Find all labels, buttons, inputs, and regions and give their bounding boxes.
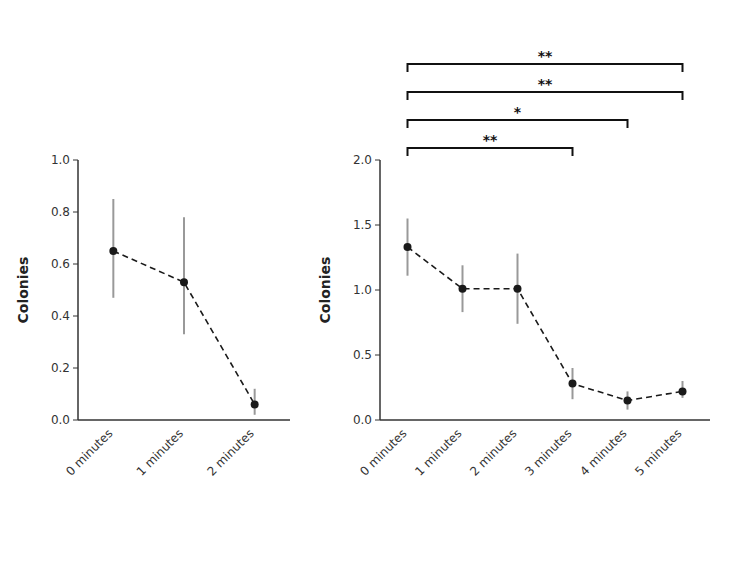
panel: 0.0 0.5 1.0 1.5 2.0 Colonies 0 minutes1 minute… (317, 48, 710, 479)
y-tick-label: 0.8 (51, 205, 70, 219)
x-axis (380, 419, 710, 421)
series-line (408, 247, 683, 400)
y-tick-label: 0.0 (51, 413, 70, 427)
y-tick-label: 0.4 (51, 309, 70, 323)
x-tick-label: 2 minutes (204, 426, 256, 478)
y-tick-label: 0.5 (353, 348, 372, 362)
y-axis (77, 160, 79, 420)
significance-label: ** (538, 76, 553, 92)
marks (109, 199, 258, 415)
point (251, 400, 259, 408)
x-tick-label: 4 minutes (577, 426, 629, 478)
significance-bracket (408, 92, 683, 100)
y-axis (379, 160, 381, 420)
x-tick-label: 1 minutes (134, 426, 186, 478)
y-tick-label: 0.0 (353, 413, 372, 427)
point (514, 285, 522, 293)
y-axis-label: Colonies (317, 257, 333, 324)
significance-label: * (514, 104, 522, 120)
y-tick-label: 1.5 (353, 218, 372, 232)
y-tick-label: 2.0 (353, 153, 372, 167)
x-axis (78, 419, 290, 421)
point (679, 387, 687, 395)
x-tick-label: 3 minutes (522, 426, 574, 478)
series-line (113, 251, 254, 404)
point (404, 243, 412, 251)
point (569, 380, 577, 388)
point (624, 397, 632, 405)
point (180, 278, 188, 286)
point (459, 285, 467, 293)
x-tick-label: 2 minutes (467, 426, 519, 478)
marks (404, 219, 687, 410)
significance-bracket (408, 120, 628, 128)
x-tick-label: 1 minutes (412, 426, 464, 478)
y-tick-label: 1.0 (353, 283, 372, 297)
y-tick-label: 0.6 (51, 257, 70, 271)
chart-svg: 0.00.20.40.60.81.0Colonies0 minutes1 min… (0, 0, 733, 576)
significance-bracket (408, 148, 573, 156)
y-tick-label: 1.0 (51, 153, 70, 167)
significance-bracket (408, 64, 683, 72)
y-tick-label: 0.2 (51, 361, 70, 375)
panel: 0.0 0.2 0.4 0.6 0.8 1.0 Colonies 0 minutes 1 min… (15, 153, 290, 479)
point (109, 247, 117, 255)
x-tick-label: 0 minutes (63, 426, 115, 478)
x-tick-label: 5 minutes (632, 426, 684, 478)
significance-label: ** (483, 132, 498, 148)
x-tick-label: 0 minutes (357, 426, 409, 478)
significance-label: ** (538, 48, 553, 64)
error-bar (183, 217, 185, 334)
y-axis-label: Colonies (15, 257, 31, 324)
